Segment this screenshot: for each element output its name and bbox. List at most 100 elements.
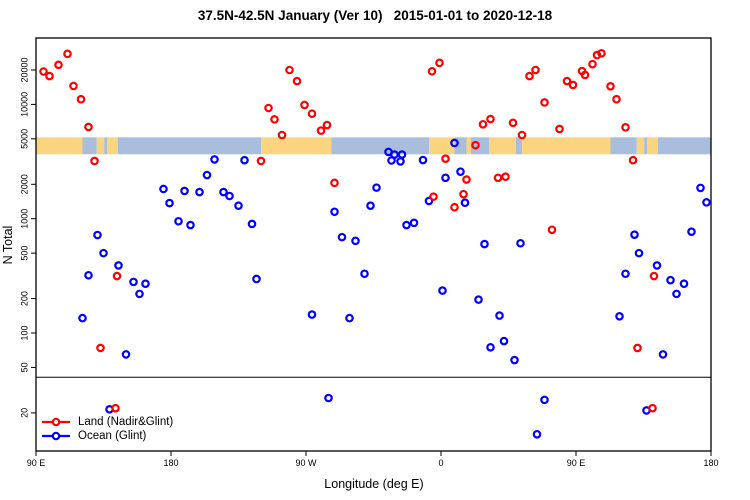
data-point-ocean	[180, 186, 189, 196]
y-tick-label: 100	[19, 325, 29, 340]
data-point-ocean	[666, 275, 675, 285]
data-point-land	[427, 66, 437, 76]
data-point-land	[76, 94, 86, 104]
data-point-ocean	[247, 219, 257, 229]
surface-band-segment-ocean	[516, 137, 522, 155]
plot-border	[35, 37, 712, 452]
y-tick-label: 10000	[19, 92, 29, 117]
data-point-ocean	[159, 184, 168, 194]
data-point-land	[264, 103, 273, 113]
data-point-ocean	[202, 170, 212, 180]
data-point-land	[628, 155, 638, 165]
x-tick-label: 90 E	[567, 458, 586, 468]
data-point-land	[493, 173, 503, 183]
surface-band-segment-land	[107, 137, 118, 155]
data-point-ocean	[390, 150, 399, 159]
data-point-ocean	[121, 350, 131, 359]
x-tick-label: 180	[703, 458, 718, 468]
y-tick-label: 20	[19, 408, 29, 418]
data-point-ocean	[409, 218, 419, 228]
data-point-ocean	[337, 232, 347, 242]
data-point-ocean	[652, 261, 662, 270]
data-point-land	[435, 58, 444, 68]
surface-band-segment-ocean	[471, 137, 489, 155]
data-point-land	[633, 343, 642, 353]
legend-label-ocean: Ocean (Glint)	[78, 430, 147, 442]
data-point-land	[54, 60, 63, 70]
data-point-ocean	[615, 312, 624, 321]
data-point-land	[562, 76, 572, 86]
data-point-ocean	[351, 236, 360, 246]
data-point-land	[597, 48, 606, 58]
surface-band-segment-ocean	[610, 137, 637, 155]
data-point-ocean	[474, 295, 483, 304]
data-point-ocean	[480, 239, 489, 249]
surface-band-segment-ocean	[82, 137, 97, 155]
data-point-land	[555, 124, 564, 134]
x-tick-label: 0	[438, 458, 443, 468]
data-point-ocean	[234, 201, 243, 210]
data-point-ocean	[418, 155, 428, 165]
surface-band-segment-land	[261, 137, 332, 155]
data-point-land	[478, 119, 488, 129]
data-point-ocean	[658, 350, 668, 359]
data-point-ocean	[360, 269, 369, 279]
land-marker-icon	[42, 417, 70, 427]
data-point-ocean	[450, 138, 459, 148]
data-point-ocean	[634, 248, 644, 258]
data-point-land	[580, 70, 590, 80]
data-point-land	[606, 82, 615, 91]
data-point-ocean	[129, 277, 138, 287]
data-point-land	[429, 192, 438, 201]
y-tick-label: 1000	[19, 209, 29, 229]
y-tick-label: 500	[19, 246, 29, 261]
data-point-ocean	[702, 198, 711, 207]
data-point-ocean	[396, 157, 405, 166]
data-point-land	[330, 178, 339, 188]
data-point-ocean	[225, 191, 234, 201]
x-tick-label: 90 E	[27, 458, 46, 468]
data-point-ocean	[679, 279, 689, 289]
surface-band-segment-ocean	[657, 137, 711, 155]
data-point-ocean	[486, 342, 495, 352]
data-point-ocean	[324, 393, 333, 403]
chart-title: 37.5N-42.5N January (Ver 10) 2015-01-01 …	[197, 8, 553, 23]
data-point-land	[459, 189, 468, 199]
surface-band-segment-ocean	[331, 137, 429, 155]
surface-band-segment-land	[96, 137, 105, 155]
data-point-ocean	[174, 216, 183, 226]
data-point-land	[45, 71, 54, 81]
data-point-ocean	[397, 150, 407, 159]
data-point-ocean	[372, 183, 381, 192]
x-tick-label: 90 W	[295, 458, 317, 468]
data-point-land	[612, 94, 621, 104]
data-point-land	[307, 109, 317, 118]
data-point-ocean	[687, 227, 696, 236]
data-point-ocean	[141, 279, 150, 289]
data-point-land	[508, 118, 518, 128]
data-point-ocean	[510, 355, 519, 365]
data-point-land	[270, 115, 279, 124]
data-point-ocean	[210, 155, 219, 164]
data-point-land	[531, 65, 540, 75]
data-point-ocean	[114, 261, 123, 270]
data-point-ocean	[438, 286, 447, 295]
data-point-ocean	[441, 173, 450, 183]
surface-band-segment-land	[36, 137, 83, 155]
data-point-ocean	[630, 230, 639, 239]
legend: Land (Nadir&Glint) Ocean (Glint)	[40, 415, 173, 443]
data-point-ocean	[402, 220, 411, 230]
data-point-ocean	[345, 313, 354, 323]
data-point-land	[486, 114, 495, 124]
data-point-ocean	[532, 429, 542, 439]
data-point-ocean	[516, 238, 525, 248]
data-point-ocean	[84, 270, 93, 280]
data-point-land	[547, 225, 557, 235]
data-point-land	[322, 120, 332, 130]
data-point-land	[256, 156, 266, 166]
data-point-ocean	[219, 187, 228, 197]
surface-band-segment-land	[466, 137, 471, 155]
data-point-land	[63, 49, 72, 59]
